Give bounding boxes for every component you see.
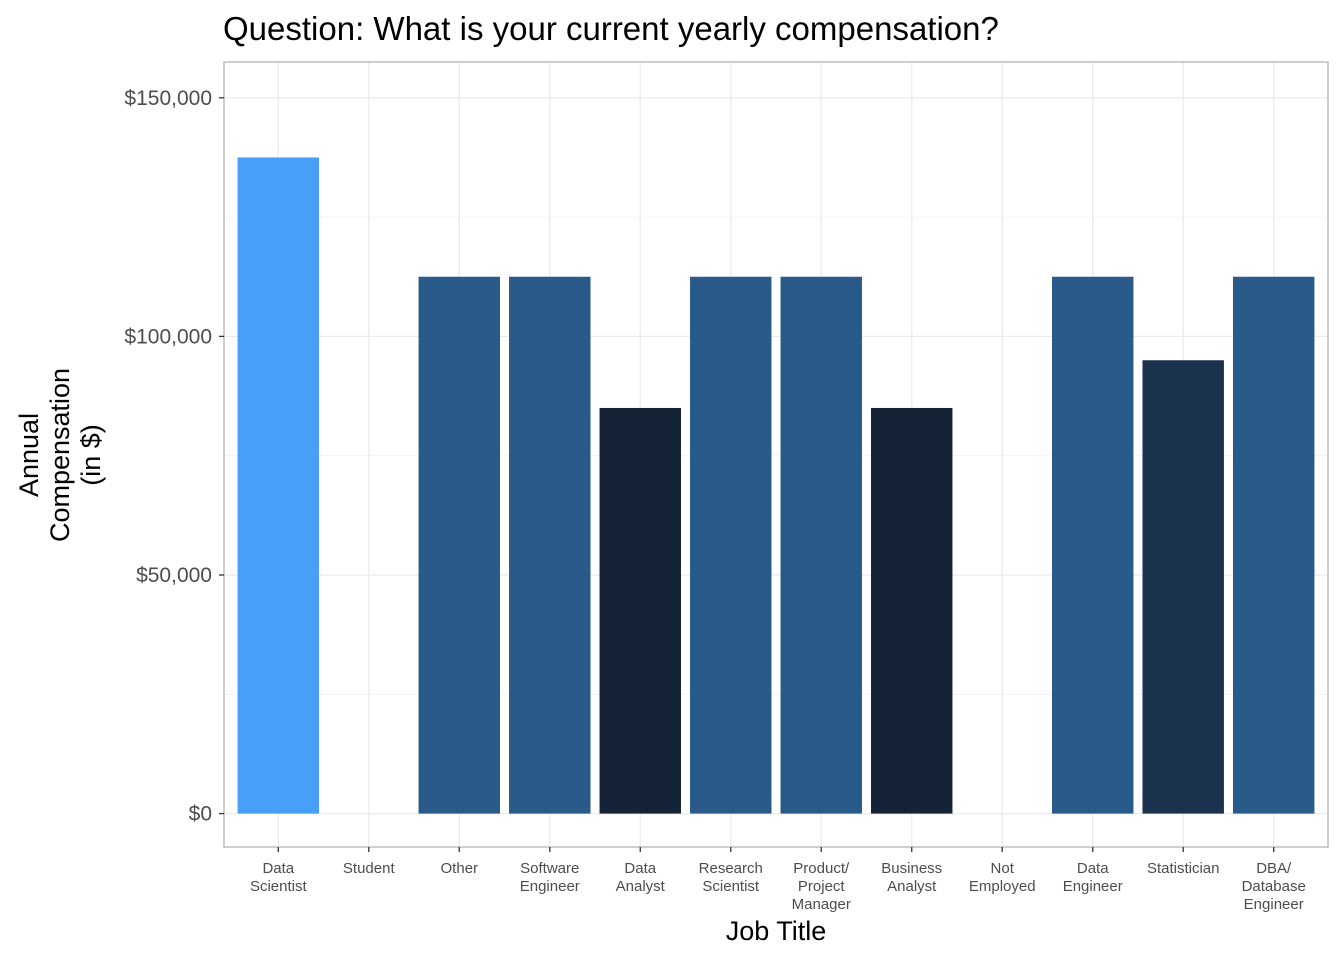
y-axis-title-line: Compensation — [45, 368, 75, 542]
x-tick-label-line: Student — [343, 860, 396, 877]
x-tick-label-line: Employed — [969, 878, 1036, 895]
y-axis-title-line: (in $) — [76, 424, 106, 486]
y-axis-title: AnnualCompensation(in $) — [14, 368, 106, 542]
x-tick-label-line: Scientist — [702, 878, 760, 895]
x-tick-label-line: Engineer — [520, 878, 580, 895]
bar — [690, 276, 772, 814]
x-tick-label-line: DBA/ — [1256, 860, 1292, 877]
x-tick-label-line: Data — [262, 860, 294, 877]
x-tick-label: Other — [441, 860, 479, 877]
plot-panel-border — [223, 61, 1329, 848]
bar — [1052, 276, 1134, 814]
x-tick-label: Data Engineer — [1063, 860, 1123, 895]
x-tick-label-line: Manager — [792, 896, 851, 913]
x-axis-title: Job Title — [726, 916, 827, 946]
x-tick-label-line: Analyst — [616, 878, 666, 895]
y-tick-label: $100,000 — [124, 325, 212, 348]
bar — [1232, 276, 1315, 814]
x-tick-label-line: Scientist — [250, 878, 308, 895]
x-tick-label-line: Project — [798, 878, 846, 895]
x-tick-label-line: Analyst — [887, 878, 937, 895]
bar — [871, 407, 953, 814]
x-tick-label-line: Data — [1077, 860, 1109, 877]
y-tick-label: $0 — [189, 803, 212, 826]
y-tick-label: $150,000 — [124, 87, 212, 110]
x-tick-label-line: Data — [624, 860, 656, 877]
x-tick-label-line: Statistician — [1147, 860, 1220, 877]
y-axis-title-line: Annual — [14, 413, 44, 497]
bars — [237, 157, 1315, 814]
x-tick-label: Data Analyst — [616, 860, 666, 895]
bar — [418, 276, 500, 814]
bar — [780, 276, 862, 814]
x-tick-label: Software Engineer — [520, 860, 580, 895]
y-axis: $0 $50,000 $100,000 $150,000 — [124, 87, 224, 826]
bar — [237, 157, 320, 814]
y-axis-title-text: AnnualCompensation(in $) — [14, 368, 106, 542]
x-tick-label-line: Research — [699, 860, 763, 877]
x-tick-label: Statistician — [1147, 860, 1220, 877]
x-tick-label: Data Scientist — [250, 860, 308, 895]
x-tick-label-line: Database — [1242, 878, 1306, 895]
x-tick-label-line: Software — [520, 860, 579, 877]
x-tick-label: Product/Project Manager — [792, 860, 851, 913]
x-tick-label-line: Engineer — [1063, 878, 1123, 895]
x-tick-label-line: Engineer — [1244, 896, 1304, 913]
bar — [1142, 360, 1224, 814]
x-tick-label-line: Business — [881, 860, 942, 877]
y-tick-label: $50,000 — [136, 564, 212, 587]
x-tick-label-line: Other — [441, 860, 479, 877]
chart-title: Question: What is your current yearly co… — [223, 10, 999, 47]
x-tick-label: DBA/Database Engineer — [1242, 860, 1306, 913]
x-tick-label: Student — [343, 860, 396, 877]
x-tick-label-line: Not — [991, 860, 1015, 877]
x-tick-label: Research Scientist — [699, 860, 763, 895]
bar — [599, 407, 681, 814]
x-tick-label: Not Employed — [969, 860, 1036, 895]
bar — [509, 276, 591, 814]
x-tick-label: Business Analyst — [881, 860, 942, 895]
x-tick-label-line: Product/ — [793, 860, 850, 877]
